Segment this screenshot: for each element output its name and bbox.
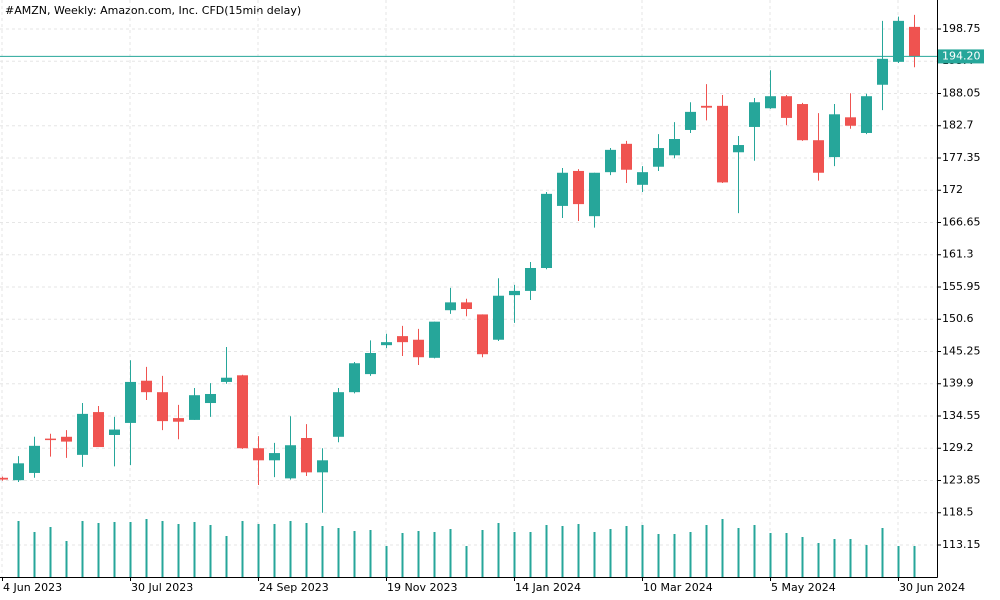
candle-body: [893, 20, 904, 62]
y-tick-label: 182.7: [942, 119, 974, 132]
x-tick-label: 4 Jun 2023: [3, 581, 62, 594]
candle-body: [93, 412, 104, 448]
candle-body: [285, 445, 296, 479]
candle-body: [477, 314, 488, 355]
candle-body: [349, 363, 360, 393]
candle-body: [829, 114, 840, 158]
candle-body: [189, 395, 200, 420]
x-tick-label: 5 May 2024: [771, 581, 836, 594]
y-tick-label: 134.55: [942, 409, 981, 422]
x-tick-label: 30 Jun 2024: [899, 581, 965, 594]
y-tick-label: 118.5: [942, 506, 974, 519]
candle-body: [877, 58, 888, 85]
candle-body: [589, 172, 600, 217]
x-tick-label: 14 Jan 2024: [515, 581, 581, 594]
price-label: 194.20: [942, 49, 981, 62]
candle-body: [861, 96, 872, 133]
candle-body: [765, 96, 776, 109]
y-tick-label: 166.65: [942, 215, 981, 228]
candle-body: [557, 172, 568, 206]
candle-body: [845, 117, 856, 126]
candle-body: [781, 96, 792, 118]
price-label-box: [938, 49, 984, 64]
candle-body: [653, 148, 664, 167]
candle-body: [509, 290, 520, 296]
candle-body: [461, 302, 472, 309]
y-tick-label: 172: [942, 183, 963, 196]
y-tick-label: 123.85: [942, 473, 981, 486]
candle-body: [909, 26, 920, 57]
candle-body: [381, 342, 392, 346]
candle-body: [445, 302, 456, 311]
candle-body: [253, 448, 264, 461]
candle-body: [541, 193, 552, 269]
x-tick-label: 24 Sep 2023: [259, 581, 329, 594]
y-tick-label: 161.3: [942, 248, 974, 261]
y-tick-label: 129.2: [942, 441, 974, 454]
candle-body: [221, 377, 232, 382]
candle-body: [317, 460, 328, 473]
candle-body: [685, 111, 696, 130]
candle-body: [669, 139, 680, 156]
candle-body: [621, 143, 632, 170]
candle-body: [397, 336, 408, 343]
candle-body: [637, 172, 648, 185]
candle-body: [77, 413, 88, 455]
candle-body: [365, 352, 376, 375]
candle-body: [797, 104, 808, 141]
y-tick-label: 155.95: [942, 280, 981, 293]
candle-body: [525, 268, 536, 291]
candle-body: [333, 392, 344, 437]
candle-body: [109, 429, 120, 435]
y-tick-label: 113.15: [942, 538, 981, 551]
candle-body: [493, 295, 504, 340]
y-tick-label: 177.35: [942, 151, 981, 164]
candle-body: [717, 105, 728, 183]
chart-title: #AMZN, Weekly: Amazon.com, Inc. CFD(15mi…: [5, 4, 301, 17]
candle-body: [605, 149, 616, 173]
candle-body: [813, 140, 824, 173]
candle-body: [61, 436, 72, 442]
candle-body: [429, 321, 440, 358]
y-tick-label: 139.9: [942, 377, 974, 390]
candle-body: [141, 380, 152, 393]
candle-body: [0, 477, 8, 480]
candle-body: [573, 170, 584, 205]
candle-body: [301, 437, 312, 473]
candle-body: [237, 375, 248, 449]
candle-body: [13, 463, 24, 481]
x-tick-label: 10 Mar 2024: [643, 581, 713, 594]
candle-body: [173, 418, 184, 422]
candle-body: [157, 392, 168, 422]
candle-body: [749, 102, 760, 127]
y-tick-label: 188.05: [942, 86, 981, 99]
candle-body: [29, 445, 40, 473]
candle-body: [125, 381, 136, 423]
y-tick-label: 145.25: [942, 344, 981, 357]
x-tick-label: 19 Nov 2023: [387, 581, 457, 594]
y-tick-label: 150.6: [942, 312, 974, 325]
candle-body: [45, 438, 56, 441]
candle-body: [701, 105, 712, 108]
candle-body: [413, 339, 424, 358]
candle-body: [733, 145, 744, 153]
candle-body: [205, 393, 216, 404]
candle-body: [269, 453, 280, 461]
y-tick-label: 198.75: [942, 22, 981, 35]
x-tick-label: 30 Jul 2023: [131, 581, 193, 594]
